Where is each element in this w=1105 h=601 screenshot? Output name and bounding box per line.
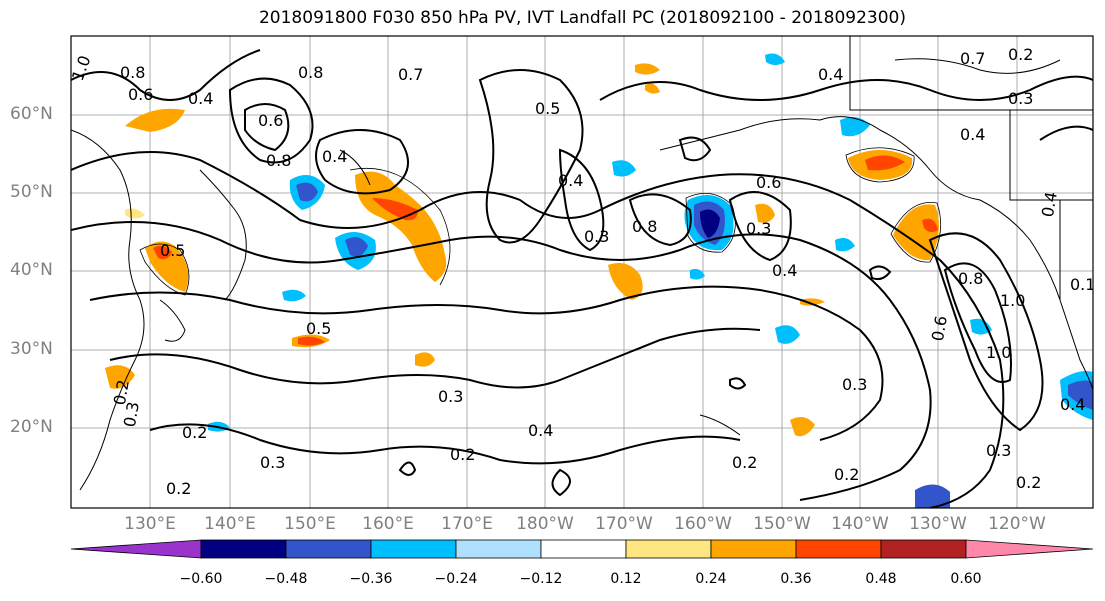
contour-label: 0.4 — [528, 421, 553, 440]
colorbar-label: −0.60 — [179, 571, 223, 587]
colorbar-label: −0.12 — [519, 571, 563, 587]
contour-label: 0.4 — [322, 147, 347, 166]
lon-label: 180°W — [516, 514, 574, 534]
lon-label: 150°E — [284, 514, 336, 534]
colorbar-label: 0.24 — [695, 571, 727, 587]
contour-label: 0.8 — [632, 217, 657, 236]
lat-label: 40°N — [10, 260, 53, 280]
graticule — [71, 36, 1093, 508]
contour-label: 0.7 — [960, 49, 985, 68]
contour-label: 0.2 — [110, 378, 133, 406]
colorbar-label: −0.48 — [264, 571, 308, 587]
colorbar-label: 0.60 — [950, 571, 982, 587]
contour-label: 0.3 — [986, 441, 1011, 460]
contour-label: 0.2 — [1016, 473, 1041, 492]
contour-labels: 1.0 0.8 0.6 0.4 0.6 0.8 0.4 0.7 0.8 0.7 … — [71, 45, 1095, 498]
contour-label: 0.3 — [260, 453, 285, 472]
colorbar-label: 0.36 — [780, 571, 812, 587]
contour-label: 0.2 — [834, 465, 859, 484]
lat-label: 60°N — [10, 104, 53, 124]
contour-label: 0.8 — [958, 269, 983, 288]
lon-label: 130°E — [124, 514, 176, 534]
contour-label: 0.2 — [1008, 45, 1033, 64]
contour-label: 0.4 — [1038, 190, 1061, 218]
contour-label: 0.2 — [732, 453, 757, 472]
lon-label: 160°E — [362, 514, 414, 534]
contour-label: 0.5 — [160, 241, 185, 260]
lon-label: 160°W — [674, 514, 732, 534]
contour-label: 0.4 — [818, 65, 843, 84]
contour-label: 0.2 — [182, 423, 207, 442]
contour-label: 1.0 — [1000, 291, 1025, 310]
lon-label: 140°E — [204, 514, 256, 534]
contour-label: 0.7 — [398, 65, 423, 84]
lon-label: 120°W — [988, 514, 1046, 534]
colorbar — [70, 539, 1094, 559]
contour-label: 0.4 — [772, 261, 797, 280]
contour-label: 0.3 — [120, 400, 143, 428]
coastlines — [71, 36, 1093, 491]
contour-label: 0.6 — [928, 314, 951, 342]
contour-label: 0.4 — [1060, 395, 1085, 414]
contour-label: 0.2 — [166, 479, 191, 498]
contour-label: 0.5 — [535, 99, 560, 118]
contour-label: 0.8 — [298, 63, 323, 82]
pv-contours-thin — [139, 147, 942, 296]
lon-label: 140°W — [831, 514, 889, 534]
contour-label: 0.6 — [258, 111, 283, 130]
contour-label: 0.6 — [756, 173, 781, 192]
pv-contours — [71, 49, 1093, 508]
lat-label: 20°N — [10, 417, 53, 437]
lon-label: 170°E — [441, 514, 493, 534]
contour-label: 0.8 — [266, 151, 291, 170]
contour-label: 0.4 — [960, 125, 985, 144]
contour-label: 0.4 — [188, 89, 213, 108]
lat-label: 30°N — [10, 339, 53, 359]
contour-label: 1.0 — [986, 343, 1011, 362]
lon-label: 150°W — [753, 514, 811, 534]
contour-label: 0.4 — [558, 171, 583, 190]
contour-label: 0.1 — [1070, 275, 1095, 294]
lon-label: 170°W — [595, 514, 653, 534]
colorbar-label: 0.12 — [610, 571, 642, 587]
contour-label: 0.3 — [842, 375, 867, 394]
lon-label: 130°W — [909, 514, 967, 534]
colorbar-label: 0.48 — [865, 571, 897, 587]
ivt-pc-fill — [105, 53, 1093, 508]
lat-label: 50°N — [10, 182, 53, 202]
contour-label: 0.3 — [746, 219, 771, 238]
contour-label: 0.3 — [584, 227, 609, 246]
contour-label: 0.3 — [1008, 89, 1033, 108]
map-frame — [70, 35, 1094, 509]
contour-label: 0.8 — [120, 63, 145, 82]
contour-label: 0.5 — [306, 319, 331, 338]
colorbar-label: −0.24 — [434, 571, 478, 587]
colorbar-label: −0.36 — [349, 571, 393, 587]
map-title: 2018091800 F030 850 hPa PV, IVT Landfall… — [258, 8, 906, 28]
contour-label: 0.3 — [438, 387, 463, 406]
contour-label: 0.2 — [450, 445, 475, 464]
contour-label: 0.6 — [128, 85, 153, 104]
